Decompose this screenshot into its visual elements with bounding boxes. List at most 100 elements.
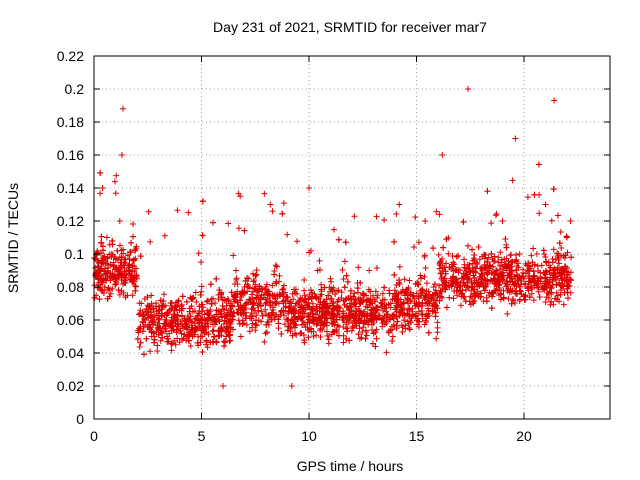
data-point [436,260,443,267]
data-point [354,285,361,292]
data-point [542,258,549,265]
data-point [339,266,346,273]
data-point [347,287,354,294]
data-point [245,275,252,282]
data-point [560,301,567,308]
data-point [546,267,553,274]
x-tick-label: 15 [409,428,425,444]
data-point [203,341,210,348]
data-point [548,217,555,224]
data-point [151,333,158,340]
data-point [159,334,166,341]
data-point [199,333,206,340]
data-point [381,217,388,224]
data-point [508,259,515,266]
data-point [118,254,125,261]
data-point [147,238,154,245]
data-point [358,334,365,341]
data-point [168,347,175,354]
data-point [301,298,308,305]
data-point [529,275,536,282]
data-point [478,275,484,282]
data-point [396,312,403,319]
data-point [262,330,269,337]
data-point [194,339,201,346]
data-point [398,289,405,296]
data-point [212,338,219,345]
data-point [402,322,409,329]
data-point [137,253,144,260]
data-point [314,267,321,274]
data-point [439,152,446,158]
data-point [224,325,231,332]
data-point [140,351,147,358]
data-point [301,310,308,317]
data-point [137,339,144,346]
data-point [351,213,358,220]
data-point [197,316,204,323]
data-point [471,275,478,282]
data-point [437,293,444,300]
data-point [461,281,468,288]
data-point [383,308,390,315]
data-point [366,267,373,274]
data-point [139,318,146,325]
x-tick-label: 0 [90,428,98,444]
data-point [236,320,243,327]
data-point [143,335,150,342]
data-point [126,266,133,273]
data-point [483,298,490,305]
data-point [514,277,521,284]
data-point [318,313,325,320]
data-point [184,313,191,320]
data-point [536,293,543,300]
data-point [235,225,242,232]
data-point [334,322,341,329]
data-point [273,263,280,270]
data-point [122,277,129,284]
y-tick-label: 0.16 [57,147,84,163]
data-point [415,323,422,330]
data-point [436,211,443,218]
data-point [223,311,230,318]
data-point [565,282,572,289]
data-point [456,284,463,290]
data-point [203,298,210,305]
data-point [221,343,228,350]
data-point [492,212,499,219]
data-point [207,281,214,288]
data-point [150,329,157,336]
data-points [91,86,575,389]
data-point [115,273,122,280]
data-point [329,320,336,327]
grid [94,56,610,419]
data-point [133,265,140,272]
data-point [323,308,330,315]
data-point [203,338,210,345]
data-point [246,284,253,291]
data-point [279,286,286,293]
data-point [93,251,100,258]
data-point [195,312,202,319]
data-point [339,313,346,320]
data-point [500,295,507,302]
data-point [98,239,105,246]
data-point [248,291,255,298]
data-point [222,339,229,346]
data-point [168,317,175,323]
data-point [259,286,266,293]
data-point [521,275,527,282]
data-point [309,300,316,307]
data-point [133,243,140,250]
data-point [401,317,408,324]
data-point [508,300,515,307]
data-point [563,274,570,281]
data-point [225,307,232,314]
data-point [417,292,424,299]
data-point [209,314,216,321]
data-point [195,250,202,257]
data-point [526,294,533,301]
data-point [391,238,398,245]
data-point [234,290,241,297]
data-point [304,312,311,319]
